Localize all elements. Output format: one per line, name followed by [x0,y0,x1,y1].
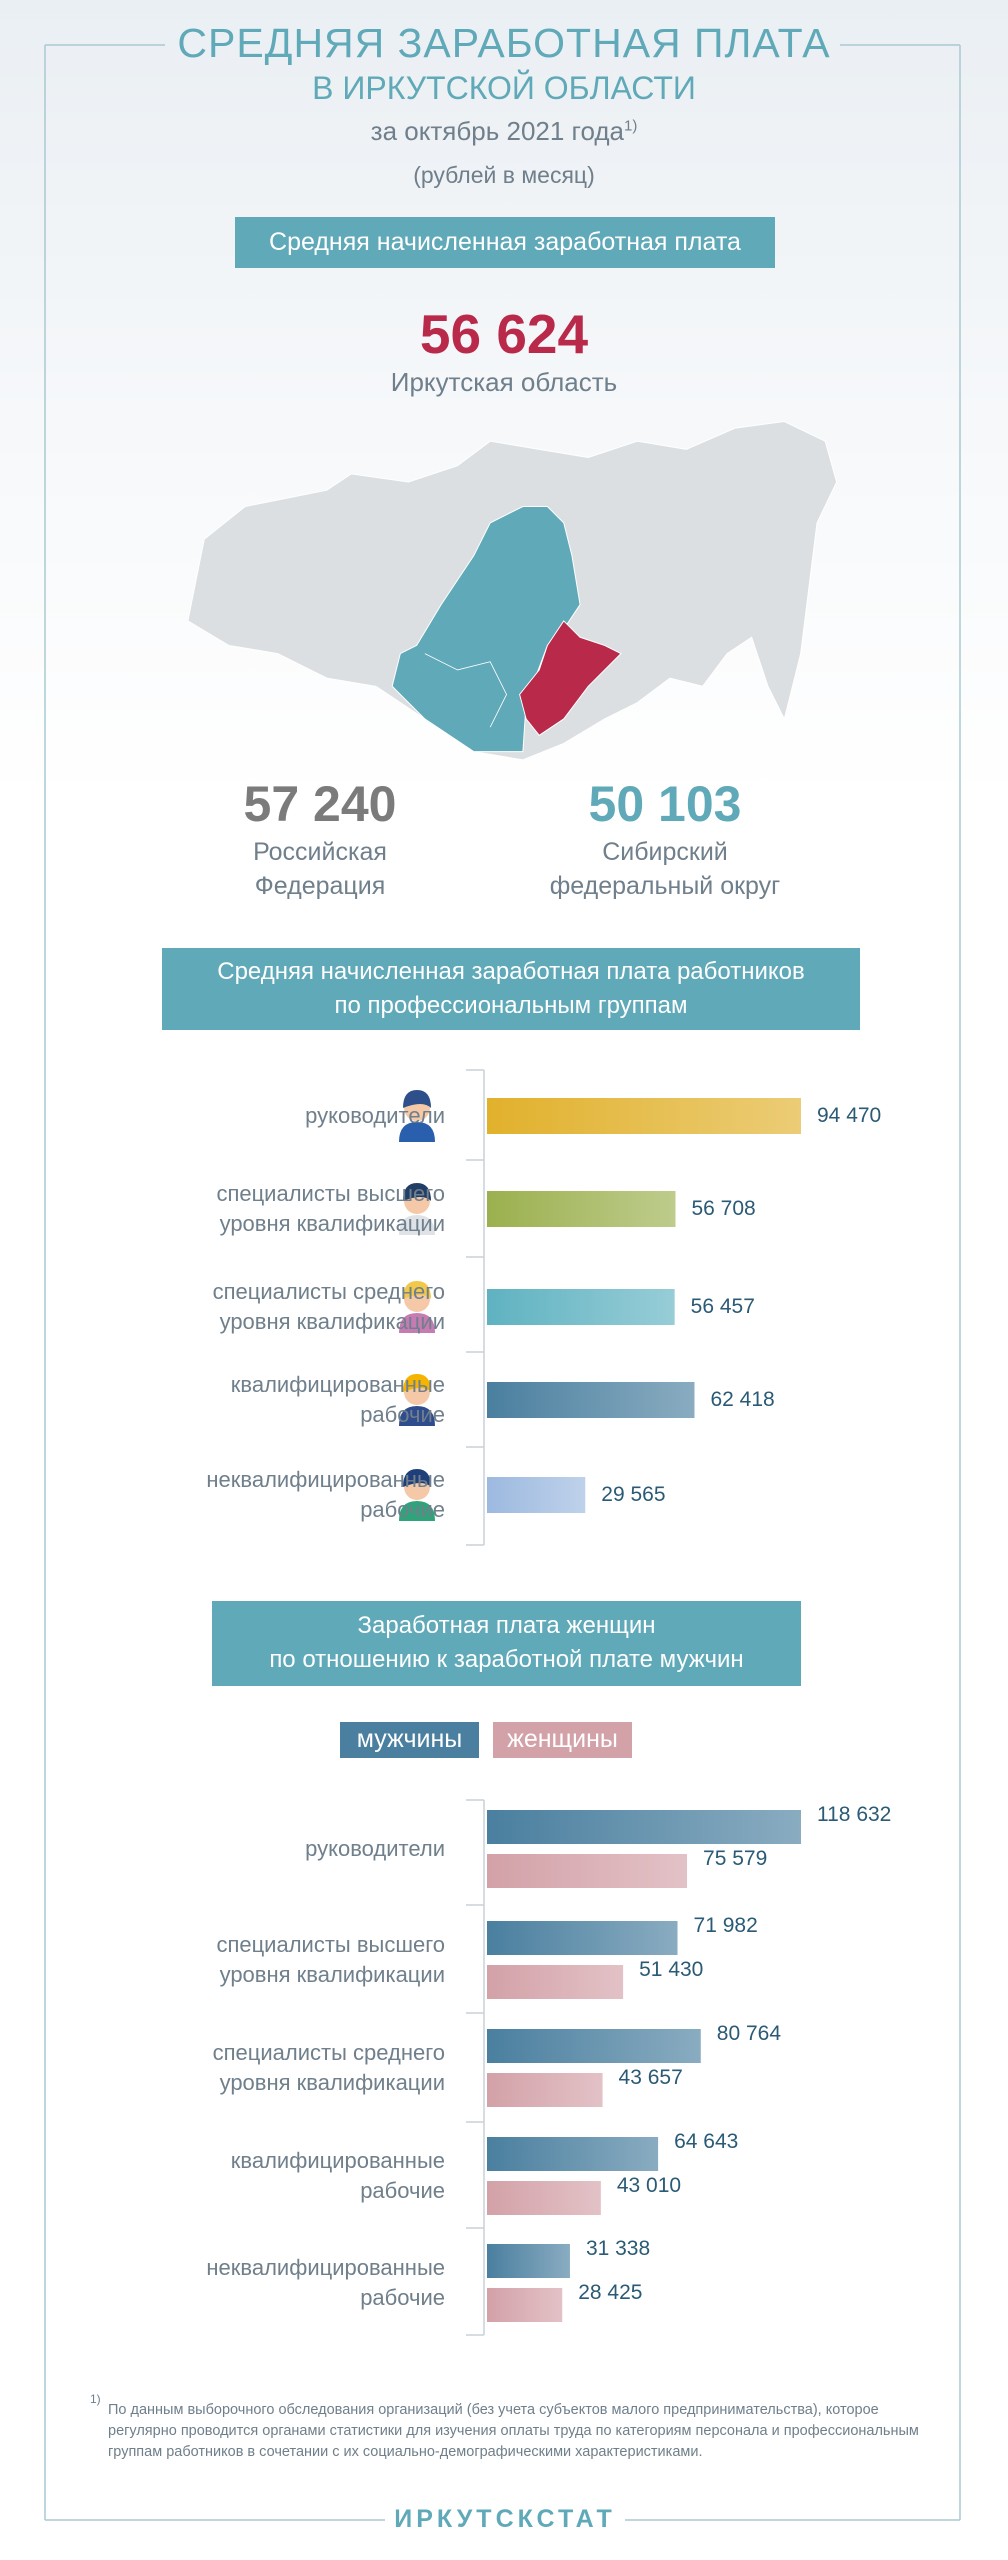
legend-swatch [340,1722,479,1758]
value-label: 71 982 [693,1914,758,1937]
value-label: 64 643 [674,2130,739,2153]
value-label: 51 430 [639,1958,704,1981]
bar [487,2244,570,2278]
value-label: 75 579 [703,1847,768,1870]
bar [487,2073,603,2107]
icon [399,1501,435,1521]
icon [403,1183,431,1201]
comparison-value: 50 103 [588,776,742,832]
bar [487,2288,563,2322]
map [187,421,838,761]
value-label: 62 418 [710,1388,775,1411]
bar [487,1810,801,1844]
value-label: 28 425 [578,2281,643,2304]
bar [487,1477,586,1513]
banner-text: Средняя начисленная заработная плата [269,228,741,256]
value-label: 43 010 [616,2174,682,2197]
period-text: за октябрь 2021 года [370,116,624,146]
footnote-mark: 1) [624,117,638,135]
banner-text: Заработная плата женщин по отношению к з… [269,1612,744,1673]
legend-label: мужчины [356,1725,463,1753]
category-label: квалифицированные рабочие [230,1372,445,1427]
legend-label: женщины [507,1725,618,1753]
icon [403,1374,431,1392]
region-name: Иркутская область [390,367,618,397]
value-label: 94 470 [817,1104,882,1127]
comparison-label: Российская Федерация [253,838,387,900]
category-label: руководители [305,1103,445,1128]
category-label: руководители [305,1836,445,1861]
comparison-value: 57 240 [243,776,397,832]
legend-swatch [493,1722,632,1758]
units: (рублей в месяц) [413,162,595,188]
icon [403,1090,431,1108]
icon [399,1313,435,1333]
footnote-mark: 1) [90,2392,101,2406]
bar [487,2137,659,2171]
category-label: специалисты среднего уровня квалификации [212,1279,445,1334]
value-label: 56 457 [690,1295,755,1318]
brand: ИРКУТСКСТАТ [394,2505,616,2533]
bar [487,1965,624,1999]
bar [487,2029,701,2063]
value-label: 43 657 [618,2066,683,2089]
category-label: неквалифицированные рабочие [206,1467,445,1522]
bar [487,1098,801,1134]
icon [399,1406,435,1426]
bar [487,1854,688,1888]
category-label: специалисты высшего уровня квалификации [216,1932,445,1987]
icon [403,1469,431,1487]
category-label: специалисты среднего уровня квалификации [212,2040,445,2095]
bar [487,1921,678,1955]
banner [235,217,775,268]
value-label: 31 338 [585,2237,651,2260]
bar [487,1289,675,1325]
icon [399,1122,435,1142]
comparison-label: Сибирский федеральный округ [549,838,781,900]
bar [487,2181,601,2215]
footnote: По данным выборочного обследования орган… [108,2402,919,2460]
category-label: неквалифицированные рабочие [206,2255,445,2310]
bar [487,1382,695,1418]
title: В ИРКУТСКОЙ ОБЛАСТИ [312,70,696,106]
banner-text: Средняя начисленная заработная плата раб… [217,958,805,1019]
banner [212,1601,801,1686]
bar [487,1191,676,1227]
icon [403,1281,431,1299]
category-label: специалисты высшего уровня квалификации [216,1181,445,1236]
value-label: 118 632 [817,1803,892,1826]
title: СРЕДНЯЯ ЗАРАБОТНАЯ ПЛАТА [177,20,831,66]
value-label: 56 708 [691,1197,756,1220]
frame [44,44,961,2521]
region-value: 56 624 [419,303,589,365]
category-label: квалифицированные рабочие [230,2148,445,2203]
icon [399,1215,435,1235]
banner [162,948,860,1030]
value-label: 29 565 [601,1483,666,1506]
value-label: 80 764 [716,2022,781,2045]
period: за октябрь 2021 года1) [0,116,1008,147]
